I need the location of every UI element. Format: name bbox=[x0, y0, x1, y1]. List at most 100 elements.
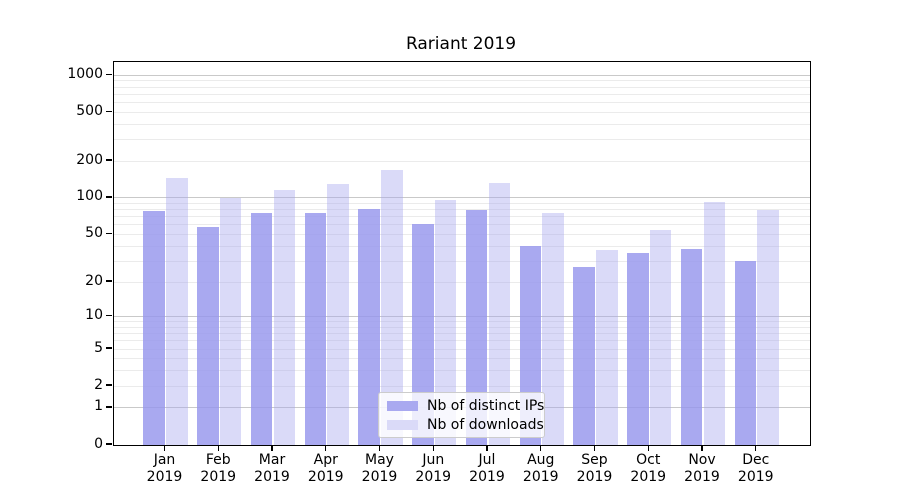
x-tick-label-dec: Dec 2019 bbox=[737, 452, 774, 485]
gridline-70 bbox=[114, 216, 810, 218]
y-tick-5 bbox=[106, 347, 112, 349]
bar-distinct-ips-jan bbox=[143, 211, 165, 445]
x-tick-nov bbox=[701, 445, 703, 451]
gridline-20 bbox=[114, 281, 810, 283]
bar-distinct-ips-apr bbox=[304, 213, 327, 445]
y-tick-1000 bbox=[106, 73, 112, 75]
y-tick-2 bbox=[106, 384, 112, 386]
legend-label-downloads: Nb of downloads bbox=[427, 416, 544, 433]
plot-area: Nb of distinct IPs Nb of downloads bbox=[113, 61, 811, 446]
gridline-600 bbox=[114, 102, 810, 104]
y-tick-label-200: 200 bbox=[76, 151, 103, 168]
y-tick-label-10: 10 bbox=[85, 307, 103, 324]
x-tick-label-nov: Nov 2019 bbox=[684, 452, 720, 485]
gridline-7 bbox=[114, 333, 810, 335]
x-tick-label-aug: Aug 2019 bbox=[522, 452, 559, 485]
y-tick-500 bbox=[106, 110, 112, 112]
gridline-800 bbox=[114, 86, 810, 88]
y-tick-label-20: 20 bbox=[85, 272, 103, 289]
y-tick-10 bbox=[106, 314, 112, 317]
bar-downloads-mar bbox=[273, 190, 296, 445]
y-tick-label-500: 500 bbox=[76, 102, 103, 119]
gridline-300 bbox=[114, 139, 810, 141]
bar-distinct-ips-feb bbox=[197, 226, 219, 445]
y-tick-label-5: 5 bbox=[94, 339, 103, 356]
y-tick-label-50: 50 bbox=[85, 225, 103, 242]
y-tick-20 bbox=[106, 280, 112, 282]
x-tick-may bbox=[378, 445, 381, 451]
y-tick-1 bbox=[106, 406, 112, 408]
bar-distinct-ips-mar bbox=[250, 212, 273, 445]
bar-distinct-ips-nov bbox=[680, 248, 703, 445]
x-tick-dec bbox=[755, 445, 757, 451]
x-tick-label-feb: Feb 2019 bbox=[200, 452, 237, 485]
x-tick-label-mar: Mar 2019 bbox=[254, 452, 290, 485]
x-tick-label-jan: Jan 2019 bbox=[146, 452, 183, 485]
gridline-400 bbox=[114, 123, 810, 125]
bar-downloads-may bbox=[381, 169, 403, 445]
x-tick-label-oct: Oct 2019 bbox=[630, 452, 667, 485]
gridline-3 bbox=[114, 370, 810, 372]
x-tick-sep bbox=[593, 445, 596, 451]
x-tick-label-sep: Sep 2019 bbox=[576, 452, 613, 485]
gridline-10 bbox=[114, 316, 810, 318]
bar-downloads-jul bbox=[488, 183, 511, 445]
x-tick-label-jul: Jul 2019 bbox=[469, 452, 505, 485]
x-tick-feb bbox=[217, 445, 219, 451]
bar-distinct-ips-dec bbox=[734, 261, 757, 445]
gridline-900 bbox=[114, 80, 810, 82]
y-tick-label-1: 1 bbox=[94, 398, 103, 415]
bar-distinct-ips-may bbox=[358, 208, 380, 445]
bar-downloads-sep bbox=[596, 250, 618, 445]
legend-item-distinct-ips: Nb of distinct IPs bbox=[387, 398, 544, 414]
x-tick-jul bbox=[486, 445, 488, 451]
bar-distinct-ips-jun bbox=[412, 224, 434, 445]
gridline-60 bbox=[114, 224, 810, 226]
bar-downloads-oct bbox=[649, 229, 672, 445]
x-tick-label-may: May 2019 bbox=[361, 452, 398, 485]
y-tick-label-2: 2 bbox=[94, 376, 103, 393]
y-tick-200 bbox=[106, 159, 112, 161]
gridline-30 bbox=[114, 260, 810, 262]
x-tick-mar bbox=[271, 445, 273, 451]
x-tick-oct bbox=[647, 445, 649, 451]
gridline-1000 bbox=[114, 74, 810, 76]
gridline-50 bbox=[114, 234, 810, 236]
gridline-80 bbox=[114, 209, 810, 211]
gridline-500 bbox=[114, 111, 810, 113]
legend: Nb of distinct IPs Nb of downloads bbox=[378, 392, 545, 438]
bar-downloads-nov bbox=[703, 201, 726, 445]
gridline-40 bbox=[114, 245, 810, 247]
gridline-100 bbox=[114, 197, 810, 199]
gridline-6 bbox=[114, 340, 810, 342]
y-tick-100 bbox=[106, 196, 112, 198]
y-tick-50 bbox=[106, 232, 112, 235]
y-tick-label-0: 0 bbox=[94, 435, 103, 452]
bar-downloads-jun bbox=[434, 200, 457, 445]
gridline-8 bbox=[114, 326, 810, 328]
bar-downloads-feb bbox=[219, 198, 242, 445]
legend-item-downloads: Nb of downloads bbox=[387, 417, 544, 433]
legend-label-distinct-ips: Nb of distinct IPs bbox=[427, 397, 545, 414]
legend-swatch-distinct-ips bbox=[387, 400, 418, 411]
bar-downloads-dec bbox=[757, 209, 779, 445]
bar-distinct-ips-sep bbox=[573, 266, 595, 445]
gridline-90 bbox=[114, 203, 810, 205]
y-tick-label-1000: 1000 bbox=[67, 65, 103, 82]
x-tick-aug bbox=[540, 445, 542, 451]
gridline-4 bbox=[114, 358, 810, 360]
chart-title: Rariant 2019 bbox=[405, 34, 517, 54]
gridline-5 bbox=[114, 348, 810, 350]
x-tick-jun bbox=[432, 445, 434, 451]
y-tick-label-100: 100 bbox=[76, 188, 103, 205]
gridline-700 bbox=[114, 93, 810, 95]
gridline-2 bbox=[114, 385, 810, 387]
x-tick-label-jun: Jun 2019 bbox=[415, 452, 452, 485]
legend-swatch-downloads bbox=[387, 419, 418, 430]
bar-downloads-aug bbox=[542, 212, 564, 445]
x-tick-apr bbox=[325, 445, 327, 451]
gridline-200 bbox=[114, 160, 810, 162]
bar-downloads-apr bbox=[327, 183, 349, 445]
bar-distinct-ips-jul bbox=[465, 210, 488, 445]
